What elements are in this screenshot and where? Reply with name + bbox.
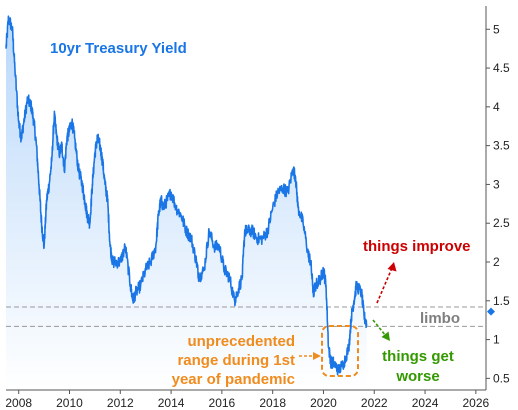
annotation-improve: things improve [363, 238, 471, 255]
x-tick-label: 2010 [56, 396, 83, 410]
last-value-marker [487, 307, 495, 316]
worse-arrow-head [381, 331, 390, 341]
x-tick-label: 2024 [412, 396, 439, 410]
yield-series-line [5, 15, 368, 376]
annotation-pandemic-line1: unprecedented [187, 333, 295, 350]
worse-arrow-line [372, 319, 387, 337]
annotation-limbo: limbo [420, 310, 460, 327]
annotation-pandemic-line2: range during 1st [177, 352, 295, 369]
pandemic-arrow-head [313, 352, 321, 360]
y-tick-label: 4 [493, 100, 500, 114]
annotation-worse-line1: things get [382, 348, 454, 365]
x-tick-label: 2014 [158, 396, 185, 410]
y-tick-label: 0.5 [493, 371, 510, 385]
y-tick-label: 3 [493, 177, 500, 191]
y-tick-label: 1 [493, 333, 500, 347]
x-tick-label: 2008 [5, 396, 32, 410]
y-tick-label: 4.5 [493, 61, 510, 75]
y-tick-label: 1.5 [493, 294, 510, 308]
x-tick-label: 2020 [310, 396, 337, 410]
x-tick-label: 2026 [462, 396, 489, 410]
pandemic-range-box [321, 325, 359, 377]
y-tick-label: 5 [493, 22, 500, 36]
chart-title: 10yr Treasury Yield [50, 40, 187, 57]
improve-arrow-line [376, 267, 393, 304]
y-tick-label: 2 [493, 255, 500, 269]
x-tick-label: 2016 [209, 396, 236, 410]
y-tick-label: 3.5 [493, 139, 510, 153]
yield-area-fill [6, 16, 367, 390]
improve-arrow-head [387, 262, 397, 272]
annotation-worse-line2: worse [395, 368, 439, 385]
annotation-pandemic-line3: year of pandemic [172, 371, 295, 388]
x-tick-label: 2022 [361, 396, 388, 410]
x-tick-label: 2012 [107, 396, 134, 410]
y-tick-label: 2.5 [493, 216, 510, 230]
x-tick-label: 2018 [259, 396, 286, 410]
